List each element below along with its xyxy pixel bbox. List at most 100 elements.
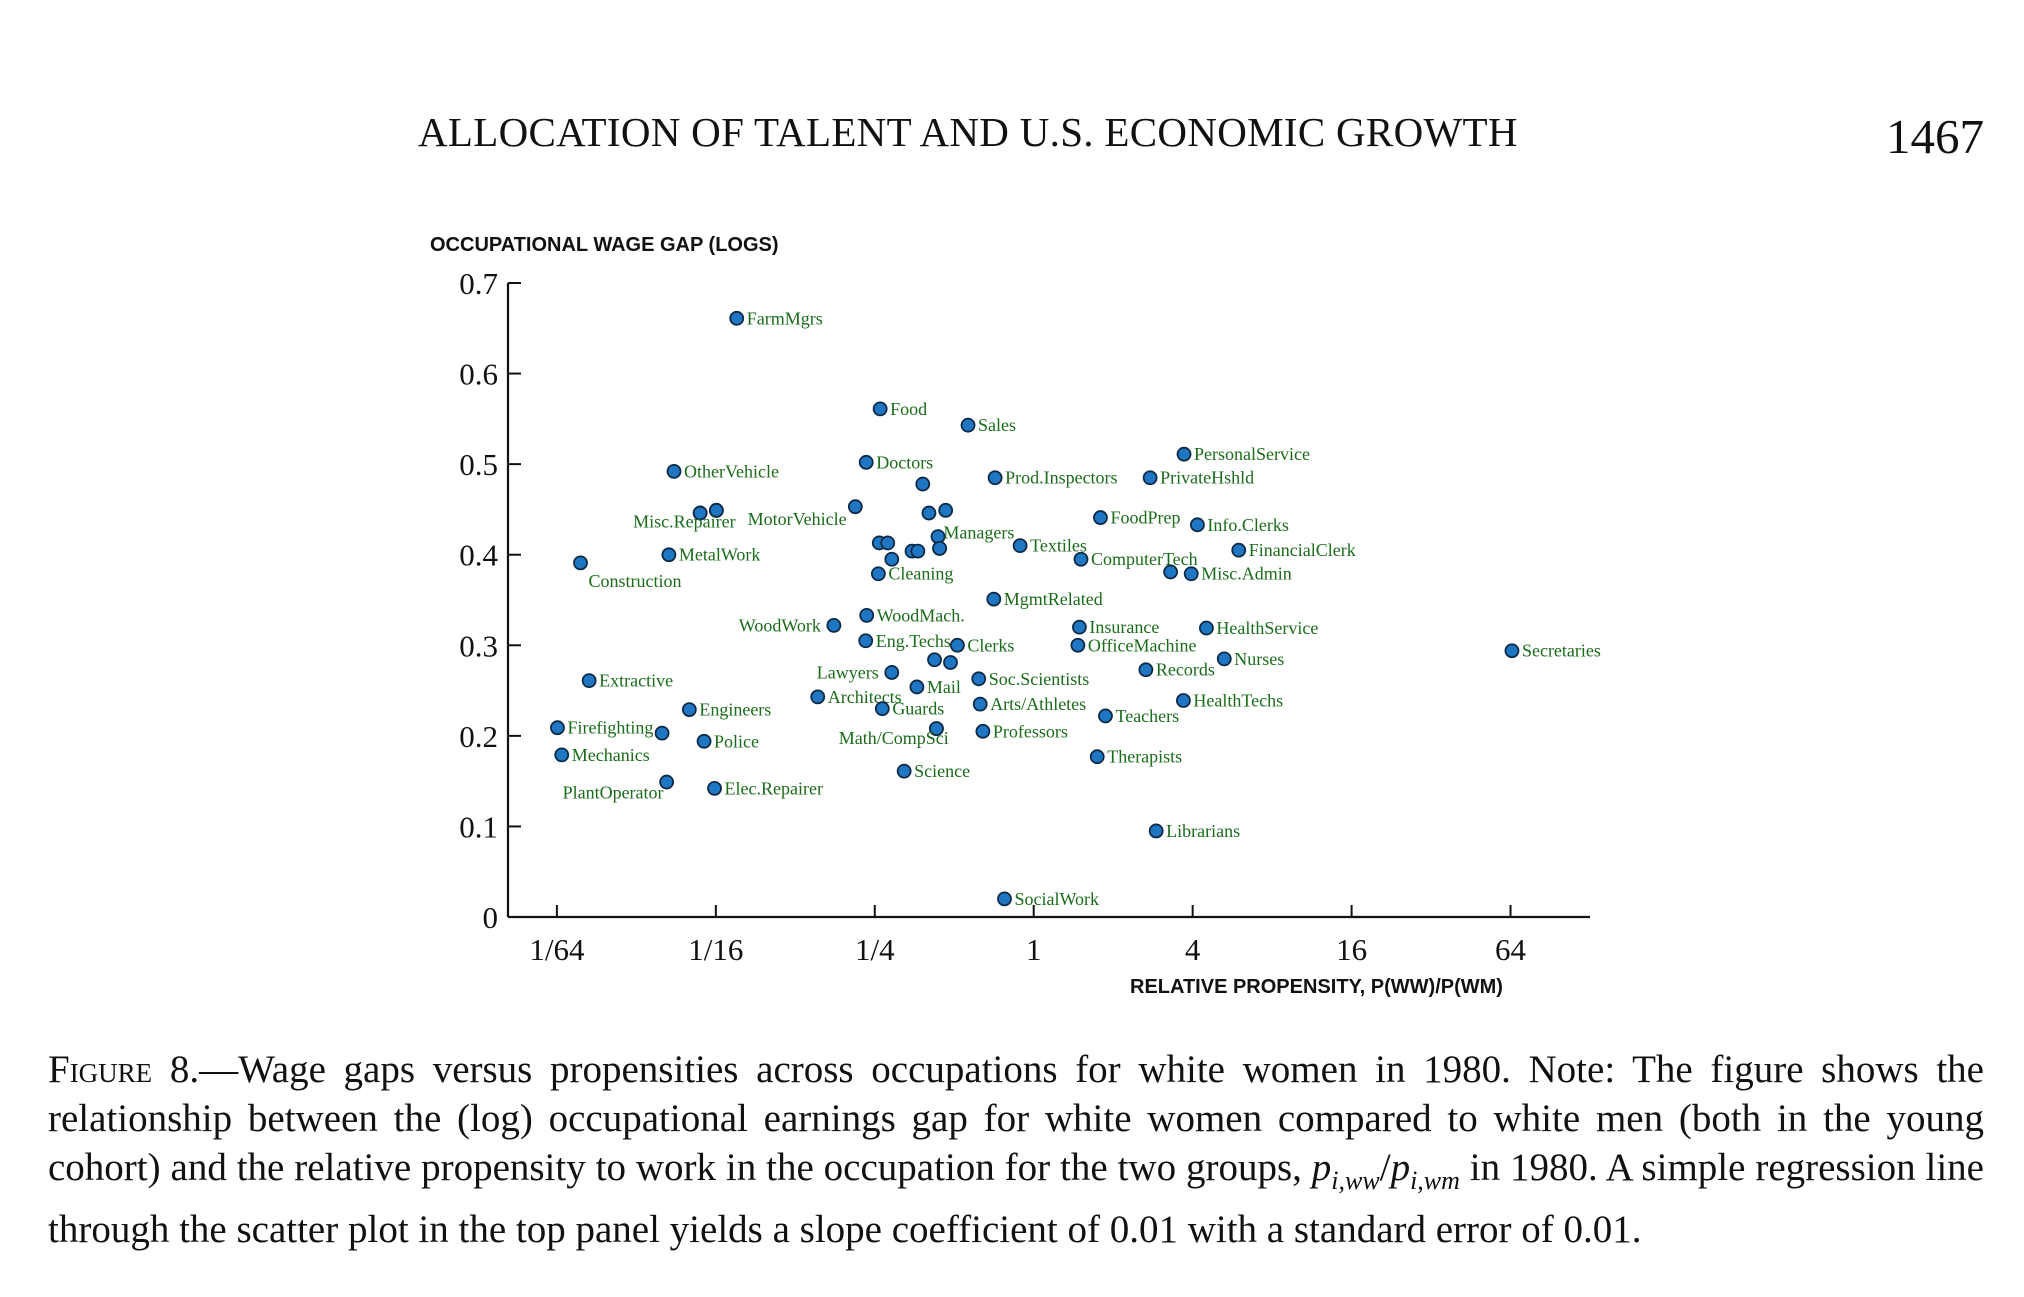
point-label: OfficeMachine xyxy=(1088,635,1197,655)
y-tick-label: 0.6 xyxy=(459,357,498,392)
point-label: Professors xyxy=(993,721,1068,741)
data-point xyxy=(1231,542,1247,558)
point-label: FarmMgrs xyxy=(747,308,823,328)
data-point xyxy=(810,689,826,705)
data-point xyxy=(986,591,1002,607)
data-point xyxy=(581,673,597,689)
data-point xyxy=(884,665,900,680)
point-label: HealthTechs xyxy=(1193,691,1283,711)
point-label: OtherVehicle xyxy=(684,461,779,481)
point-label: FinancialClerk xyxy=(1249,540,1356,560)
data-point xyxy=(921,505,937,521)
point-label: Info.Clerks xyxy=(1207,515,1288,535)
data-point xyxy=(896,763,912,779)
x-tick-label: 1/4 xyxy=(855,932,895,967)
point-label: Soc.Scientists xyxy=(989,669,1090,689)
x-axis-label: RELATIVE PROPENSITY, P(WW)/P(WM) xyxy=(1130,976,1503,998)
point-label: Mail xyxy=(927,677,961,697)
data-point xyxy=(659,774,675,790)
data-point xyxy=(1199,620,1214,636)
data-point xyxy=(1142,470,1158,486)
data-point xyxy=(858,454,874,470)
point-label: WoodMach. xyxy=(877,605,965,625)
data-point xyxy=(872,401,888,417)
point-label: Guards xyxy=(892,699,944,719)
axes: 0 0.1 0.2 0.3 0.4 0.5 0.6 0.7 1/64 1/16 1/4 1 4 16 64 xyxy=(459,266,1590,967)
point-label: PrivateHshld xyxy=(1160,468,1254,488)
y-tick-label: 0.7 xyxy=(459,266,498,301)
point-label: Arts/Athletes xyxy=(990,694,1086,714)
point-label: Librarians xyxy=(1166,821,1240,841)
data-point xyxy=(950,637,965,653)
point-label: Doctors xyxy=(876,452,933,472)
caption-slash: / xyxy=(1379,1146,1391,1189)
point-label: Construction xyxy=(589,571,682,591)
x-tick-label: 1 xyxy=(1026,932,1042,967)
data-point xyxy=(554,747,570,763)
y-tick-label: 0.4 xyxy=(459,538,498,573)
data-point xyxy=(550,720,565,736)
data-point xyxy=(847,499,863,515)
point-label: Firefighting xyxy=(567,718,653,738)
data-point xyxy=(1176,693,1191,708)
point-label: MgmtRelated xyxy=(1004,589,1103,609)
data-point xyxy=(938,502,954,518)
data-point xyxy=(858,633,874,649)
data-point xyxy=(661,547,677,563)
data-point xyxy=(874,701,890,717)
point-label: MetalWork xyxy=(679,545,761,565)
point-label: Food xyxy=(890,399,927,419)
data-point xyxy=(870,566,886,582)
point-label: Mechanics xyxy=(572,745,650,765)
data-point xyxy=(910,543,926,559)
y-tick-label: 0.5 xyxy=(459,447,498,482)
data-point xyxy=(1183,566,1199,582)
data-point xyxy=(1072,619,1087,635)
point-label: Extractive xyxy=(599,671,673,691)
data-point xyxy=(707,780,722,796)
point-label: MotorVehicle xyxy=(748,509,847,529)
point-label: Misc.Admin xyxy=(1201,564,1292,584)
point-label: Records xyxy=(1156,660,1215,680)
x-tick-label: 64 xyxy=(1495,932,1527,967)
x-tick-label: 1/16 xyxy=(688,932,743,967)
data-point xyxy=(729,310,745,326)
page-number: 1467 xyxy=(1886,109,1984,164)
data-point xyxy=(1176,446,1192,462)
point-label: HealthService xyxy=(1216,618,1318,638)
point-label: PlantOperator xyxy=(563,782,664,802)
data-point xyxy=(1163,564,1178,580)
data-point xyxy=(909,679,925,695)
caption-lead: Figure 8.— xyxy=(48,1048,239,1091)
data-point xyxy=(826,617,842,633)
point-label: Textiles xyxy=(1030,536,1087,556)
point-label: Teachers xyxy=(1115,706,1179,726)
data-point xyxy=(1148,823,1164,839)
data-point xyxy=(972,696,988,712)
x-tick-label: 16 xyxy=(1336,932,1367,967)
point-label: Therapists xyxy=(1107,747,1182,767)
data-point xyxy=(1190,517,1205,533)
point-label: Misc.Repairer xyxy=(633,512,735,532)
data-point xyxy=(1216,651,1232,667)
y-tick-label: 0 xyxy=(483,900,499,935)
data-point xyxy=(681,702,697,717)
point-label: ComputerTech xyxy=(1091,549,1198,569)
data-point xyxy=(1070,637,1086,653)
data-point xyxy=(708,502,724,518)
point-label: Architects xyxy=(828,687,902,707)
data-point xyxy=(971,671,987,687)
data-point xyxy=(997,891,1012,907)
data-point xyxy=(654,725,670,741)
point-label: Secretaries xyxy=(1522,641,1601,661)
running-head: ALLOCATION OF TALENT AND U.S. ECONOMIC G… xyxy=(0,108,2024,168)
caption-math-p: p xyxy=(1311,1146,1332,1189)
data-point xyxy=(696,733,712,749)
point-label: Nurses xyxy=(1234,649,1284,669)
point-label: Managers xyxy=(943,522,1014,542)
running-title: ALLOCATION OF TALENT AND U.S. ECONOMIC G… xyxy=(418,109,1518,155)
data-point xyxy=(932,540,947,556)
data-point xyxy=(929,721,944,737)
point-label: Math/CompSci xyxy=(839,728,949,748)
y-tick-label: 0.2 xyxy=(459,719,498,754)
